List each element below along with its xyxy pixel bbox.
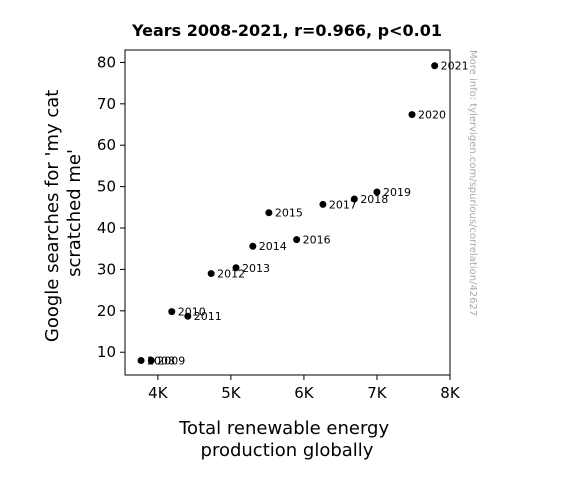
data-point — [249, 242, 257, 250]
y-tick-label: 60 — [97, 136, 116, 154]
data-point-label: 2019 — [383, 186, 411, 199]
data-point-label: 2012 — [217, 268, 245, 281]
y-tick-label: 30 — [97, 260, 116, 278]
data-point-label: 2014 — [259, 240, 287, 253]
data-point-label: 2021 — [441, 60, 469, 73]
data-point — [137, 357, 145, 365]
x-axis-label: Total renewable energy production global… — [178, 418, 395, 461]
y-axis-label-line-2: scratched me' — [64, 149, 85, 277]
data-point — [431, 62, 439, 70]
y-tick-label: 10 — [97, 343, 116, 361]
data-point-label: 2009 — [157, 355, 185, 368]
y-tick-label: 80 — [97, 53, 116, 71]
data-point-label: 2017 — [329, 198, 357, 211]
y-axis-label-line-1: Google searches for 'my cat — [42, 90, 63, 342]
y-axis: 10 20 30 40 50 60 70 80 — [97, 53, 125, 361]
data-points: 2008200920102011201220132014201520162017… — [137, 60, 469, 368]
x-tick-label: 6K — [294, 384, 315, 402]
data-point-label: 2008 — [147, 355, 175, 368]
y-axis-label: Google searches for 'my cat scratched me… — [42, 84, 85, 342]
data-point — [168, 308, 176, 316]
x-axis-label-line-1: Total renewable energy — [178, 418, 389, 439]
x-tick-label: 5K — [221, 384, 242, 402]
data-point-label: 2018 — [360, 193, 388, 206]
data-point-label: 2020 — [418, 109, 446, 122]
data-point — [350, 195, 358, 203]
data-point — [373, 188, 381, 196]
y-tick-label: 40 — [97, 219, 116, 237]
y-tick-label: 50 — [97, 178, 116, 196]
plot-area — [124, 49, 451, 376]
data-point-label: 2016 — [303, 234, 331, 247]
data-point — [293, 236, 301, 244]
watermark-text: More info: tylervigen.com/spurious/corre… — [467, 50, 478, 316]
x-axis: 4K 5K 6K 7K 8K — [148, 375, 461, 402]
y-tick-label: 20 — [97, 302, 116, 320]
y-tick-label: 70 — [97, 95, 116, 113]
data-point — [408, 111, 416, 119]
chart-title: Years 2008-2021, r=0.966, p<0.01 — [131, 21, 442, 40]
data-point — [265, 209, 273, 217]
data-point-label: 2011 — [194, 310, 222, 323]
x-tick-label: 7K — [367, 384, 388, 402]
data-point-label: 2013 — [242, 262, 270, 275]
data-point — [319, 200, 327, 208]
x-axis-label-line-2: production globally — [201, 440, 374, 461]
data-point — [232, 264, 240, 272]
data-point — [147, 357, 155, 365]
data-point-label: 2015 — [275, 207, 303, 220]
x-tick-label: 4K — [148, 384, 169, 402]
data-point — [207, 270, 215, 278]
data-point — [184, 312, 192, 320]
x-tick-label: 8K — [440, 384, 461, 402]
